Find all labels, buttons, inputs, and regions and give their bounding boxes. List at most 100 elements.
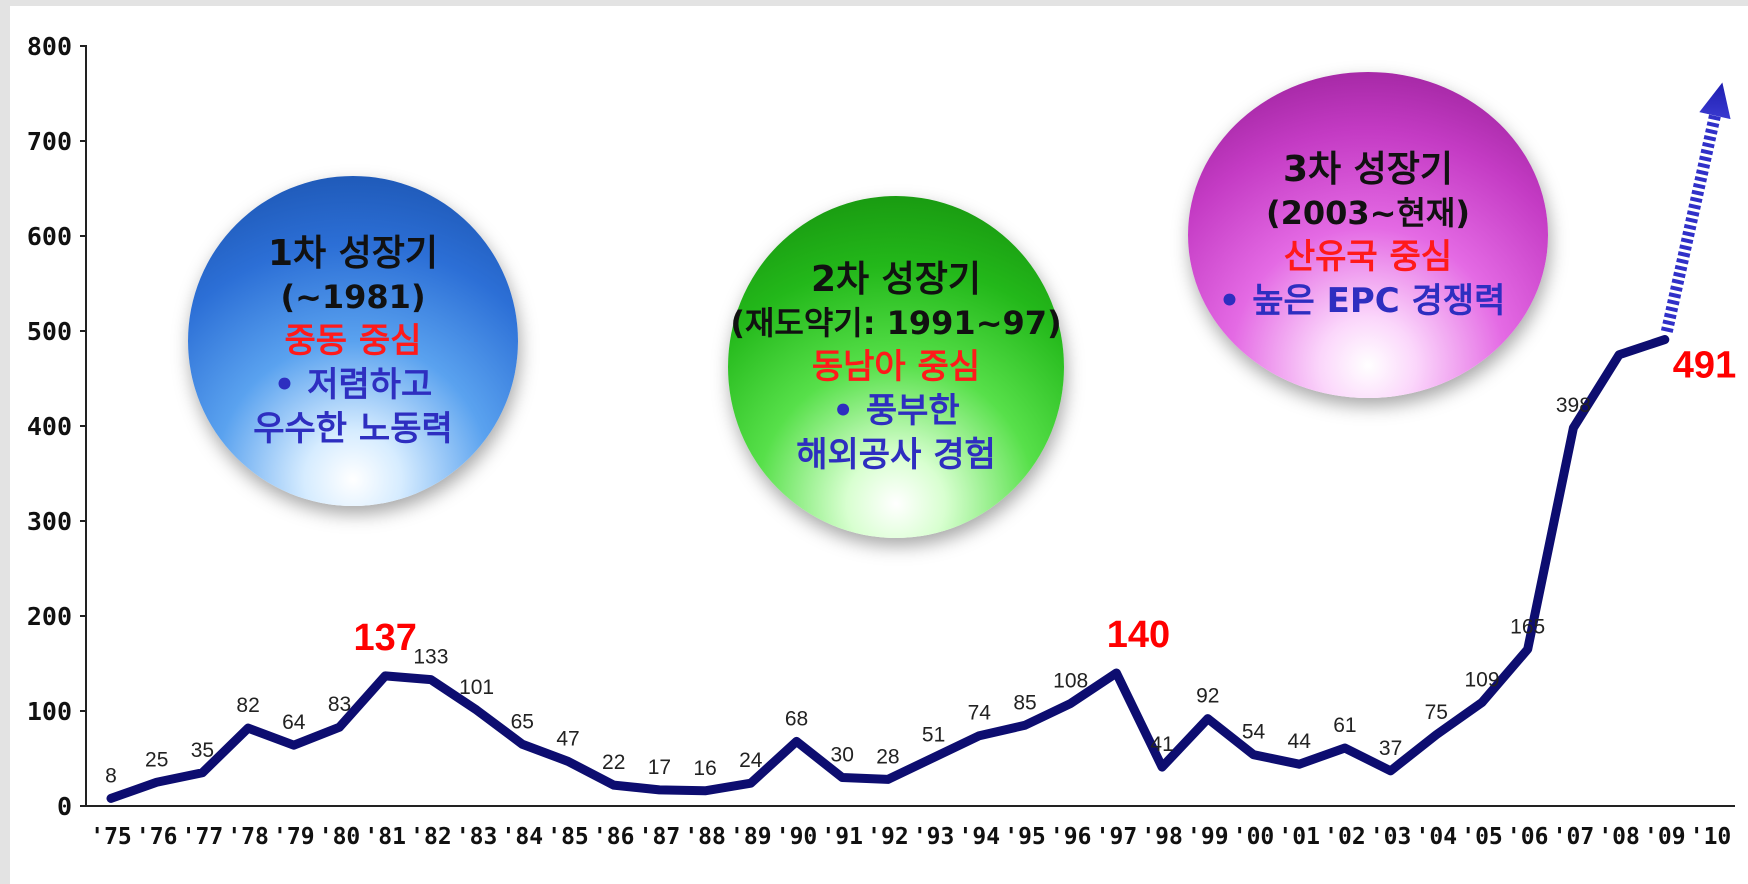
data-label: 64 [282, 711, 306, 734]
phase-2-title: 2차 성장기 [810, 258, 982, 300]
data-label: 25 [145, 748, 168, 771]
data-label: 51 [922, 724, 945, 747]
phase-1-title: 1차 성장기 [267, 232, 439, 274]
data-label: 41 [1150, 733, 1173, 756]
data-label: 82 [236, 694, 259, 717]
phase-1-desc-line-2: 우수한 노동력 [253, 409, 453, 450]
x-tick-label: '82 [410, 824, 452, 850]
data-label: 47 [556, 727, 579, 750]
x-tick-label: '94 [959, 824, 1001, 850]
data-label: 165 [1510, 615, 1545, 638]
phase-1-bubble: 1차 성장기 (~1981) 중동 중심 • 저렴하고 우수한 노동력 [188, 176, 518, 506]
data-label: 61 [1333, 714, 1356, 737]
phase-1-focus: 중동 중심 [284, 320, 422, 361]
x-tick-label: '91 [821, 824, 863, 850]
x-tick-label: '07 [1553, 824, 1595, 850]
data-label: 65 [511, 710, 534, 733]
y-tick-label: 300 [27, 507, 72, 536]
y-tick-label: 800 [27, 32, 72, 61]
x-tick-label: '81 [364, 824, 406, 850]
phase-1-desc-line-1: • 저렴하고 [273, 365, 433, 406]
x-tick-label: '83 [456, 824, 498, 850]
data-label: 24 [739, 749, 763, 772]
x-tick-label: '92 [867, 824, 909, 850]
y-tick-label: 200 [27, 602, 72, 631]
x-tick-label: '85 [547, 824, 589, 850]
x-tick-label: '01 [1278, 824, 1320, 850]
highlight-label: 491 [1673, 345, 1736, 387]
data-label: 85 [1013, 691, 1036, 714]
data-label: 8 [105, 764, 117, 787]
phase-2-focus: 동남아 중심 [811, 346, 981, 387]
data-label: 398 [1556, 394, 1591, 417]
data-label: 30 [831, 744, 854, 767]
data-label: 108 [1053, 669, 1088, 692]
y-tick-label: 700 [27, 127, 72, 156]
data-label: 109 [1464, 668, 1499, 691]
trend-arrow-head [1699, 82, 1731, 120]
data-label: 92 [1196, 685, 1219, 708]
phase-2-period: (재도약기: 1991~97) [730, 304, 1062, 343]
data-label: 16 [693, 757, 716, 780]
y-tick-label: 0 [57, 792, 72, 821]
x-tick-label: '05 [1461, 824, 1503, 850]
data-label: 28 [876, 745, 899, 768]
data-label: 133 [413, 646, 448, 669]
x-tick-label: '80 [319, 824, 361, 850]
series-line [106, 335, 1670, 803]
x-tick-label: '98 [1141, 824, 1183, 850]
phase-1-period: (~1981) [280, 278, 426, 317]
x-tick-label: '04 [1416, 824, 1458, 850]
x-tick-label: '93 [913, 824, 955, 850]
y-tick-label: 100 [27, 697, 72, 726]
x-tick-label: '77 [182, 824, 224, 850]
data-label: 74 [968, 702, 992, 725]
y-tick-label: 600 [27, 222, 72, 251]
data-label: 35 [191, 739, 214, 762]
phase-3-bubble: 3차 성장기 (2003~현재) 산유국 중심 • 높은 EPC 경쟁력 [1188, 72, 1548, 398]
data-label: 83 [328, 693, 351, 716]
x-tick-label: '78 [227, 824, 269, 850]
phase-3-period: (2003~현재) [1265, 194, 1470, 233]
phase-2-bubble: 2차 성장기 (재도약기: 1991~97) 동남아 중심 • 풍부한 해외공사… [728, 196, 1064, 538]
phase-3-focus: 산유국 중심 [1283, 237, 1453, 277]
phase-2-desc-line-1: • 풍부한 [832, 391, 960, 432]
x-tick-label: '10 [1690, 824, 1732, 850]
x-tick-label: '88 [684, 824, 726, 850]
data-label: 44 [1288, 730, 1312, 753]
y-tick-label: 400 [27, 412, 72, 441]
x-tick-label: '76 [136, 824, 178, 850]
x-tick-label: '87 [639, 824, 681, 850]
data-label: 101 [459, 676, 494, 699]
x-tick-label: '08 [1598, 824, 1640, 850]
x-tick-label: '03 [1370, 824, 1412, 850]
highlight-label: 137 [353, 617, 416, 659]
phase-3-desc-line-1: • 높은 EPC 경쟁력 [1218, 281, 1506, 322]
y-tick-label: 500 [27, 317, 72, 346]
highlight-label: 140 [1107, 614, 1170, 656]
phase-2-desc-line-2: 해외공사 경험 [796, 435, 996, 476]
data-label: 54 [1242, 721, 1266, 744]
data-label: 17 [648, 756, 671, 779]
x-tick-label: '96 [1050, 824, 1092, 850]
phase-3-title: 3차 성장기 [1282, 148, 1454, 190]
x-tick-label: '89 [730, 824, 772, 850]
x-tick-label: '84 [502, 824, 544, 850]
x-tick-label: '02 [1324, 824, 1366, 850]
x-tick-label: '95 [1004, 824, 1046, 850]
x-tick-label: '06 [1507, 824, 1549, 850]
x-tick-label: '99 [1187, 824, 1229, 850]
trend-arrow-shaft [1660, 100, 1724, 333]
frame-top-border [0, 0, 1748, 6]
data-label: 37 [1379, 737, 1402, 760]
x-tick-label: '00 [1233, 824, 1275, 850]
x-tick-label: '86 [593, 824, 635, 850]
x-tick-label: '79 [273, 824, 315, 850]
x-tick-label: '75 [90, 824, 132, 850]
x-tick-label: '09 [1644, 824, 1686, 850]
x-tick-label: '90 [776, 824, 818, 850]
data-label: 75 [1425, 701, 1448, 724]
x-tick-label: '97 [1096, 824, 1138, 850]
